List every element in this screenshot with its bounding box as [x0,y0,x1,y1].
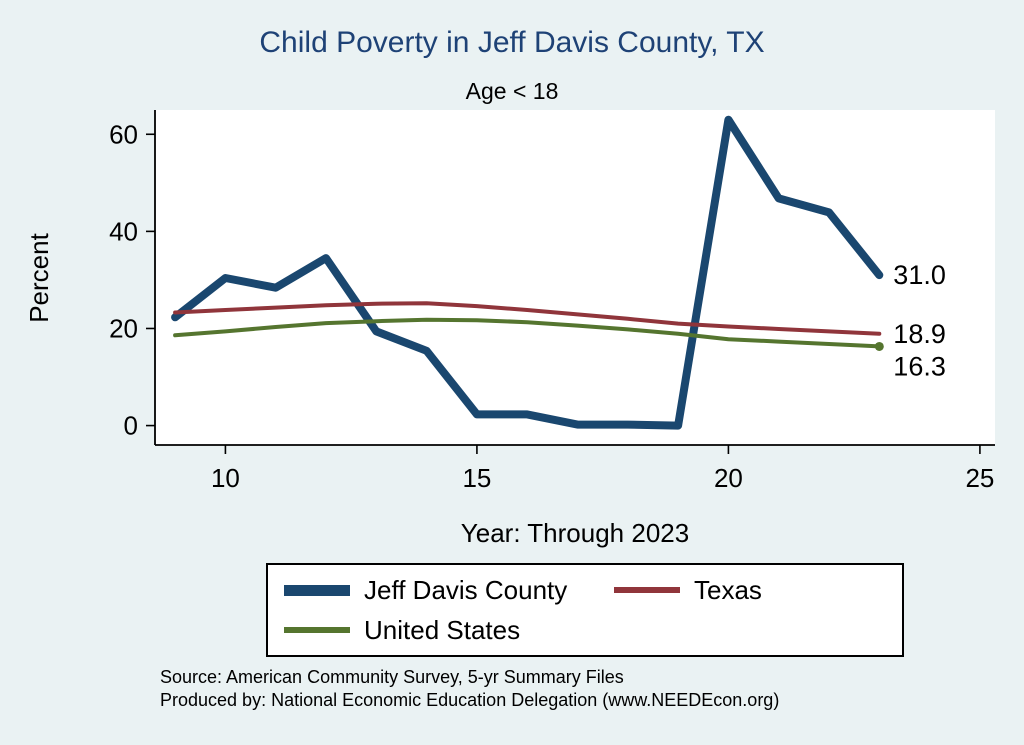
legend-swatch-texas [614,587,680,593]
plot-area [155,110,995,445]
series-end-label-0: 31.0 [893,260,946,290]
y-tick-label: 0 [124,411,138,441]
y-axis-label: Percent [24,232,54,322]
source-note: Source: American Community Survey, 5-yr … [160,666,1020,712]
source-line-2: Produced by: National Economic Education… [160,690,780,710]
x-tick-label: 25 [965,463,994,493]
legend-entry-united-states: United States [284,613,614,647]
legend-label: Jeff Davis County [364,574,568,605]
series-end-label-1: 18.9 [893,319,946,349]
line-chart: Percent 0 20 40 60 10 15 20 25 31.0 18.916.3 [24,110,995,493]
series-line-1 [173,301,882,336]
y-tick-label: 20 [109,313,138,343]
x-axis-label: Year: Through 2023 [460,518,690,548]
y-tick-label: 60 [109,119,138,149]
series-line-0 [171,115,884,430]
legend-entry-texas: Texas [614,573,902,607]
series-end-label-2: 16.3 [893,351,946,381]
legend-swatch-jeff-davis-county [284,584,350,596]
x-tick-label: 15 [462,463,491,493]
legend-entry-jeff-davis-county: Jeff Davis County [284,573,614,607]
source-line-1: Source: American Community Survey, 5-yr … [160,667,624,687]
legend-label: Texas [694,574,762,605]
y-tick-label: 40 [109,216,138,246]
chart-subtitle: Age < 18 [465,78,559,104]
x-tick-label: 10 [211,463,240,493]
legend-label: United States [364,614,521,645]
legend-box: Jeff Davis County Texas United States [266,563,904,657]
series-end-marker-2 [874,341,884,351]
legend-swatch-united-states [284,627,350,633]
series-line-2 [173,317,882,349]
chart-title: Child Poverty in Jeff Davis County, TX [259,26,765,59]
x-tick-label: 20 [714,463,743,493]
